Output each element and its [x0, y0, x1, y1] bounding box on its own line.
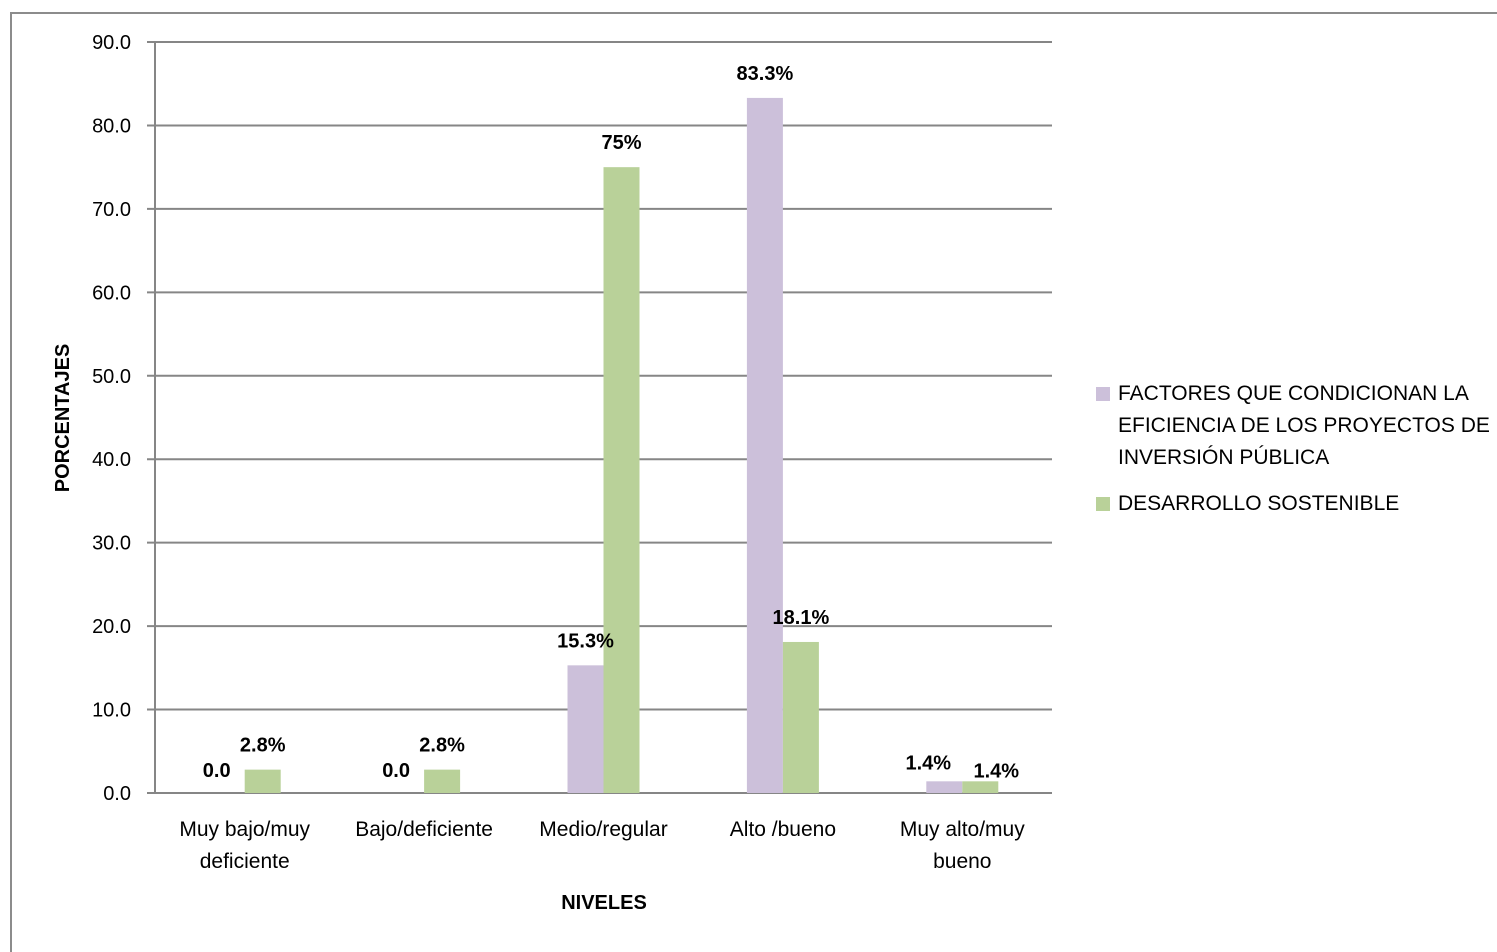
x-tick-label-line: Muy bajo/muy — [179, 818, 310, 841]
x-tick-label-line: Bajo/deficiente — [355, 818, 493, 841]
bar — [567, 665, 604, 793]
x-tick-label-line: bueno — [933, 850, 991, 873]
bar — [926, 781, 963, 793]
x-tick-label-line: Medio/regular — [539, 818, 667, 841]
x-tick-label-line: Muy alto/muy — [900, 818, 1025, 841]
x-tick-label: Bajo/deficiente — [355, 818, 493, 841]
bar — [962, 781, 999, 793]
bar — [244, 769, 281, 793]
x-tick-label: Medio/regular — [539, 818, 667, 841]
data-label: 83.3% — [737, 63, 794, 85]
y-tick-label: 90.0 — [92, 32, 131, 54]
y-tick-label: 20.0 — [92, 616, 131, 638]
y-tick-label: 30.0 — [92, 533, 131, 555]
chart-frame — [10, 12, 1497, 952]
y-tick-label: 50.0 — [92, 366, 131, 388]
legend-label-desarrollo: DESARROLLO SOSTENIBLE — [1118, 492, 1400, 515]
x-tick-labels: Muy bajo/muy deficiente Bajo/deficiente Med… — [179, 818, 1025, 873]
x-tick-label: Muy bajo/muy deficiente — [179, 818, 310, 873]
x-tick-label-line: Alto /bueno — [730, 818, 836, 841]
data-label: 1.4% — [974, 760, 1020, 782]
data-label: 0.0 — [382, 760, 410, 782]
data-label: 2.8% — [419, 735, 465, 757]
data-labels: 0.0 0.0 15.3% 83.3% 1.4% 2.8% 2.8% 75% 18.1% 1.4% — [203, 63, 1020, 782]
bar — [603, 167, 640, 793]
x-tick-label: Alto /bueno — [730, 818, 836, 841]
legend-item-desarrollo: DESARROLLO SOSTENIBLE — [1096, 488, 1496, 520]
data-label: 0.0 — [203, 760, 231, 782]
y-axis-title: PORCENTAJES — [52, 344, 74, 493]
bar — [782, 641, 819, 793]
legend-swatch-factores — [1096, 387, 1110, 401]
data-label: 75% — [601, 132, 641, 154]
data-label: 15.3% — [557, 630, 614, 652]
y-tick-labels: 0.0 10.0 20.0 30.0 40.0 50.0 60.0 70.0 80.0 90.0 — [92, 32, 131, 805]
y-tick-label: 60.0 — [92, 282, 131, 304]
bar — [746, 97, 783, 793]
bars — [244, 97, 999, 793]
data-label: 1.4% — [906, 752, 952, 774]
y-tick-label: 40.0 — [92, 449, 131, 471]
x-tick-label-line: deficiente — [200, 850, 290, 873]
y-tick-label: 70.0 — [92, 199, 131, 221]
y-tick-label: 10.0 — [92, 700, 131, 722]
x-axis-title: NIVELES — [561, 892, 647, 914]
y-tick-label: 80.0 — [92, 115, 131, 137]
data-label: 2.8% — [240, 735, 286, 757]
legend-swatch-desarrollo — [1096, 497, 1110, 511]
y-tick-label: 0.0 — [103, 783, 131, 805]
data-label: 18.1% — [773, 607, 830, 629]
legend: FACTORES QUE CONDICIONAN LA EFICIENCIA D… — [1096, 378, 1496, 534]
legend-item-factores: FACTORES QUE CONDICIONAN LA EFICIENCIA D… — [1096, 378, 1496, 474]
bar — [424, 769, 461, 793]
legend-label-factores: FACTORES QUE CONDICIONAN LA EFICIENCIA D… — [1118, 382, 1490, 469]
x-tick-label: Muy alto/muy bueno — [900, 818, 1025, 873]
